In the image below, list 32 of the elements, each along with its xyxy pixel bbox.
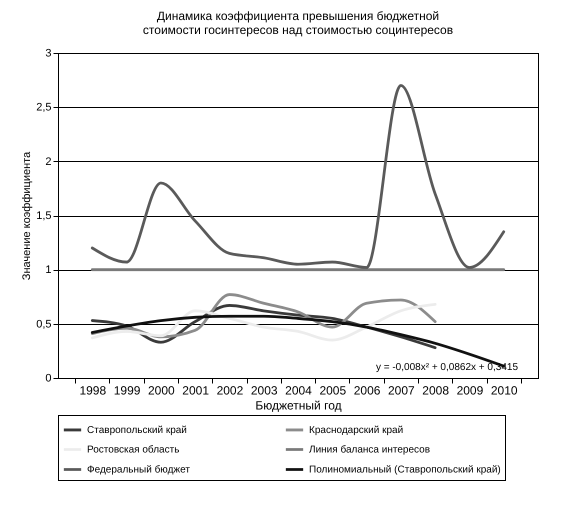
x-tick-label: 2001 (182, 384, 210, 398)
annotation: y = -0,008x² + 0,0862x + 0,3415 (376, 362, 518, 373)
y-tick-label: 1 (45, 264, 52, 276)
x-tick-label: 2009 (456, 384, 484, 398)
y-tick-label: 2,5 (36, 102, 52, 114)
x-tick-label: 2007 (388, 384, 416, 398)
x-tick-label: 2005 (319, 384, 346, 398)
x-tick-label: 2010 (490, 384, 518, 398)
chart-title: Динамика коэффициента превышения бюджетной стоимости госинтересов над стоимостью социнтересов (142, 9, 454, 37)
y-tick-label: 0 (45, 372, 52, 384)
x-tick-label: 2002 (216, 384, 244, 398)
x-tick-label: 2000 (148, 384, 176, 398)
x-tick-label: 1998 (79, 384, 106, 398)
line-series (90, 302, 437, 342)
x-tick-label: 2006 (354, 384, 381, 398)
y-tick-label: 0,5 (36, 318, 52, 330)
legend-label: Ростовская область (87, 444, 180, 456)
x-tick-label: 1999 (114, 384, 141, 398)
legend-label: Краснодарский край (309, 424, 404, 436)
x-tick-label: 2008 (422, 384, 450, 398)
x-tick-label: 2004 (285, 384, 312, 398)
legend-label: Федеральный бюджет (87, 464, 190, 476)
legend-label: Ставропольский край (87, 424, 187, 436)
legend-label: Линия баланса интересов (309, 444, 430, 456)
x-tick-label: 2003 (250, 384, 278, 398)
line-series (90, 84, 506, 269)
legend-label: Полиномиальный (Ставропольский край) (309, 464, 501, 476)
x-axis-title: Бюджетный год (255, 398, 342, 412)
y-tick-label: 3 (45, 48, 52, 60)
y-tick-label: 1,5 (36, 210, 52, 222)
y-tick-label: 2 (45, 156, 52, 168)
y-axis-title: Значение коэффициента (21, 150, 34, 280)
